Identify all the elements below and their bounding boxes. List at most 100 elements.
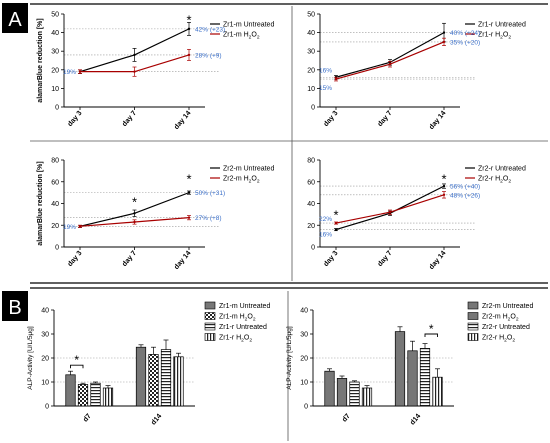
x-tick-label: d7 [82, 413, 93, 424]
bar [102, 387, 114, 407]
section-label-a-text: A [8, 9, 22, 31]
legend-swatch [204, 333, 216, 341]
legend-label-main: Zr1-m Untreated [219, 303, 270, 310]
y-tick-label: 10 [41, 380, 49, 387]
y-tick-label: 50 [51, 12, 59, 19]
legend-label-main: Zr1-r H [219, 335, 241, 342]
legend-label-main: Zr2-m H [482, 314, 508, 321]
x-tick-label: day 14 [173, 250, 192, 271]
y-tick-label: 20 [307, 67, 315, 74]
y-tick-label: 30 [41, 332, 49, 339]
y-tick-label: 0 [311, 105, 315, 112]
y-axis-label: ALP-Activity [U/L/5μg] [286, 326, 293, 390]
bar [65, 374, 76, 407]
data-annotation: 28% (+9) [195, 52, 222, 59]
y-tick-label: 20 [300, 356, 308, 363]
legend-label-sub: 2 [508, 317, 511, 323]
legend-label: Zr2-r Untreated [478, 166, 526, 173]
data-annotation: 19% [63, 69, 76, 76]
data-annotation: 56% (+40) [450, 184, 480, 191]
legend-label-sub2: 2 [257, 179, 260, 185]
y-tick-label: 40 [41, 308, 49, 315]
x-tick-label: day 7 [377, 110, 394, 128]
legend-label-sub2: 2 [253, 317, 256, 323]
y-tick-label: 80 [51, 158, 59, 165]
legend-label-main: Zr1-r Untreated [219, 324, 267, 331]
legend-label-sub2: 2 [249, 338, 252, 344]
bar [361, 387, 373, 407]
legend-swatch [204, 312, 216, 320]
legend-label-sub2: 2 [516, 317, 519, 323]
legend-label-sub2: 2 [508, 179, 511, 185]
data-point [442, 40, 446, 44]
legend-label-tail: O [503, 32, 509, 39]
significance-star: * [333, 207, 338, 222]
x-tick-label: day 7 [121, 110, 138, 128]
bar [394, 331, 406, 407]
legend-label-sub2: 2 [512, 338, 515, 344]
y-tick-label: 10 [300, 380, 308, 387]
data-annotation: 40% (+24) [450, 30, 480, 37]
data-annotation: 35% (+20) [450, 39, 480, 46]
legend-label: Zr1-m Untreated [223, 22, 274, 29]
data-annotation: 22% [319, 216, 332, 223]
significance-bracket [424, 333, 438, 337]
y-tick-label: 30 [51, 49, 59, 56]
significance-star: * [186, 13, 191, 28]
legend-label-sub2: 2 [257, 35, 260, 41]
data-annotation: 16% [319, 231, 332, 238]
data-annotation: 50% (+31) [195, 190, 225, 197]
data-point [133, 53, 136, 57]
y-tick-label: 60 [307, 179, 315, 186]
bar [173, 356, 184, 407]
legend-label-tail: O [251, 176, 257, 183]
significance-star: * [429, 322, 434, 336]
line-chart-a1: 0 10 20 30 40 50 day 3 day 7 day 14 alamarBlue re… [37, 12, 274, 131]
y-tick-label: 50 [307, 12, 315, 19]
legend-label: Zr1-m Untreated [219, 303, 270, 310]
x-tick-label: day 7 [121, 250, 138, 268]
data-point [187, 27, 191, 31]
legend-label-main: Zr2-r H [482, 335, 504, 342]
legend-label-tail: O [510, 314, 516, 321]
section-b-frame [30, 287, 548, 441]
bar [349, 381, 360, 407]
legend-label: Zr1-m H2O2 [223, 32, 260, 41]
data-point [187, 216, 191, 219]
line-chart-a4: 0 20 40 60 80 day 3 day 7 day 14 Zr2-r Untreated… [307, 158, 526, 271]
y-tick-label: 20 [51, 67, 59, 74]
series-line-0 [335, 32, 445, 78]
bar [419, 348, 431, 407]
legend-label-sub2: 2 [508, 35, 511, 41]
data-point [334, 221, 338, 225]
legend-label-main: Zr1-m H [219, 314, 245, 321]
legend-label: Zr2-m H2O2 [482, 314, 519, 323]
significance-star: * [186, 171, 191, 186]
legend-label-sub: 2 [249, 179, 252, 185]
bar [90, 382, 101, 407]
legend-label: Zr1-r H2O2 [478, 32, 511, 41]
legend-swatch [467, 312, 479, 320]
significance-bracket [70, 364, 84, 369]
x-tick-label: day 7 [377, 250, 394, 268]
bar [135, 346, 147, 407]
section-label-a: A [2, 3, 28, 33]
legend-label: Zr2-r H2O2 [482, 335, 515, 344]
y-axis-label: alamarBlue reduction [%] [37, 161, 44, 245]
y-tick-label: 40 [300, 308, 308, 315]
x-tick-label: d14 [150, 413, 163, 427]
y-tick-label: 20 [51, 223, 59, 230]
legend-label: Zr1-m H2O2 [219, 314, 256, 323]
significance-star: * [441, 171, 446, 186]
y-tick-label: 60 [51, 179, 59, 186]
y-tick-label: 0 [45, 404, 49, 411]
x-tick-label: day 3 [67, 250, 84, 268]
bar [432, 376, 443, 407]
legend-label-main: Zr1-m Untreated [223, 22, 274, 29]
y-tick-label: 20 [307, 223, 315, 230]
significance-star: * [132, 194, 137, 209]
legend-label-sub: 2 [245, 317, 248, 323]
legend-swatch [467, 322, 479, 331]
y-tick-label: 40 [307, 30, 315, 37]
